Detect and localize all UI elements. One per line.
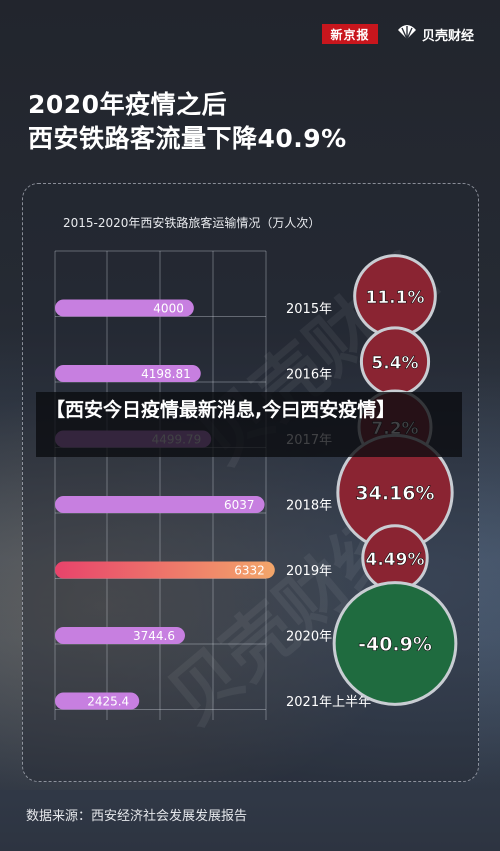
category-label: 2016年 [286,368,332,383]
growth-bubble-label: 11.1% [366,288,425,308]
growth-bubble-label: 5.4% [371,354,418,374]
bar-value-label: 4198.81 [141,367,191,381]
bar-value-label: 6037 [224,498,255,512]
bar-2015年 [55,299,194,317]
beike-logo: 贝壳财经 [396,22,474,46]
news-title-banner[interactable]: 【西安今日疫情最新消息,今曰西安疫情】 [36,392,462,457]
headline: 2020年疫情之后 西安铁路客流量下降40.9% [28,88,347,156]
xinjingbao-logo: 新京报 [322,24,378,44]
growth-bubble-label: -40.9% [358,634,432,656]
bar-value-label: 3744.6 [133,629,175,643]
bar-2021年上半年 [55,692,140,710]
category-label: 2018年 [286,499,332,514]
growth-bubble-label: 4.49% [366,550,425,570]
bar-value-label: 4000 [153,302,184,316]
shell-icon [396,24,418,44]
category-label: 2015年 [286,302,332,317]
growth-bubble-label: 34.16% [355,483,434,505]
category-label: 2020年 [286,630,332,645]
category-label: 2019年 [286,564,332,579]
grid [54,250,267,720]
headline-line-2: 西安铁路客流量下降40.9% [28,124,347,153]
bar-2020年 [55,627,185,644]
headline-line-1: 2020年疫情之后 [28,90,228,119]
chart-title: 2015-2020年西安铁路旅客运输情况（万人次） [63,216,321,230]
beike-logo-text: 贝壳财经 [422,28,475,44]
data-source: 数据来源：西安经济社会发展发展报告 [26,809,248,824]
bar-2018年 [55,496,265,513]
growth-bubble [332,581,458,706]
bar-2019年 [55,561,275,579]
category-label: 2021年上半年 [286,695,371,710]
bar-value-label: 6332 [234,564,265,578]
bar-value-label: 2425.4 [87,695,129,709]
bar-2016年 [55,365,201,382]
